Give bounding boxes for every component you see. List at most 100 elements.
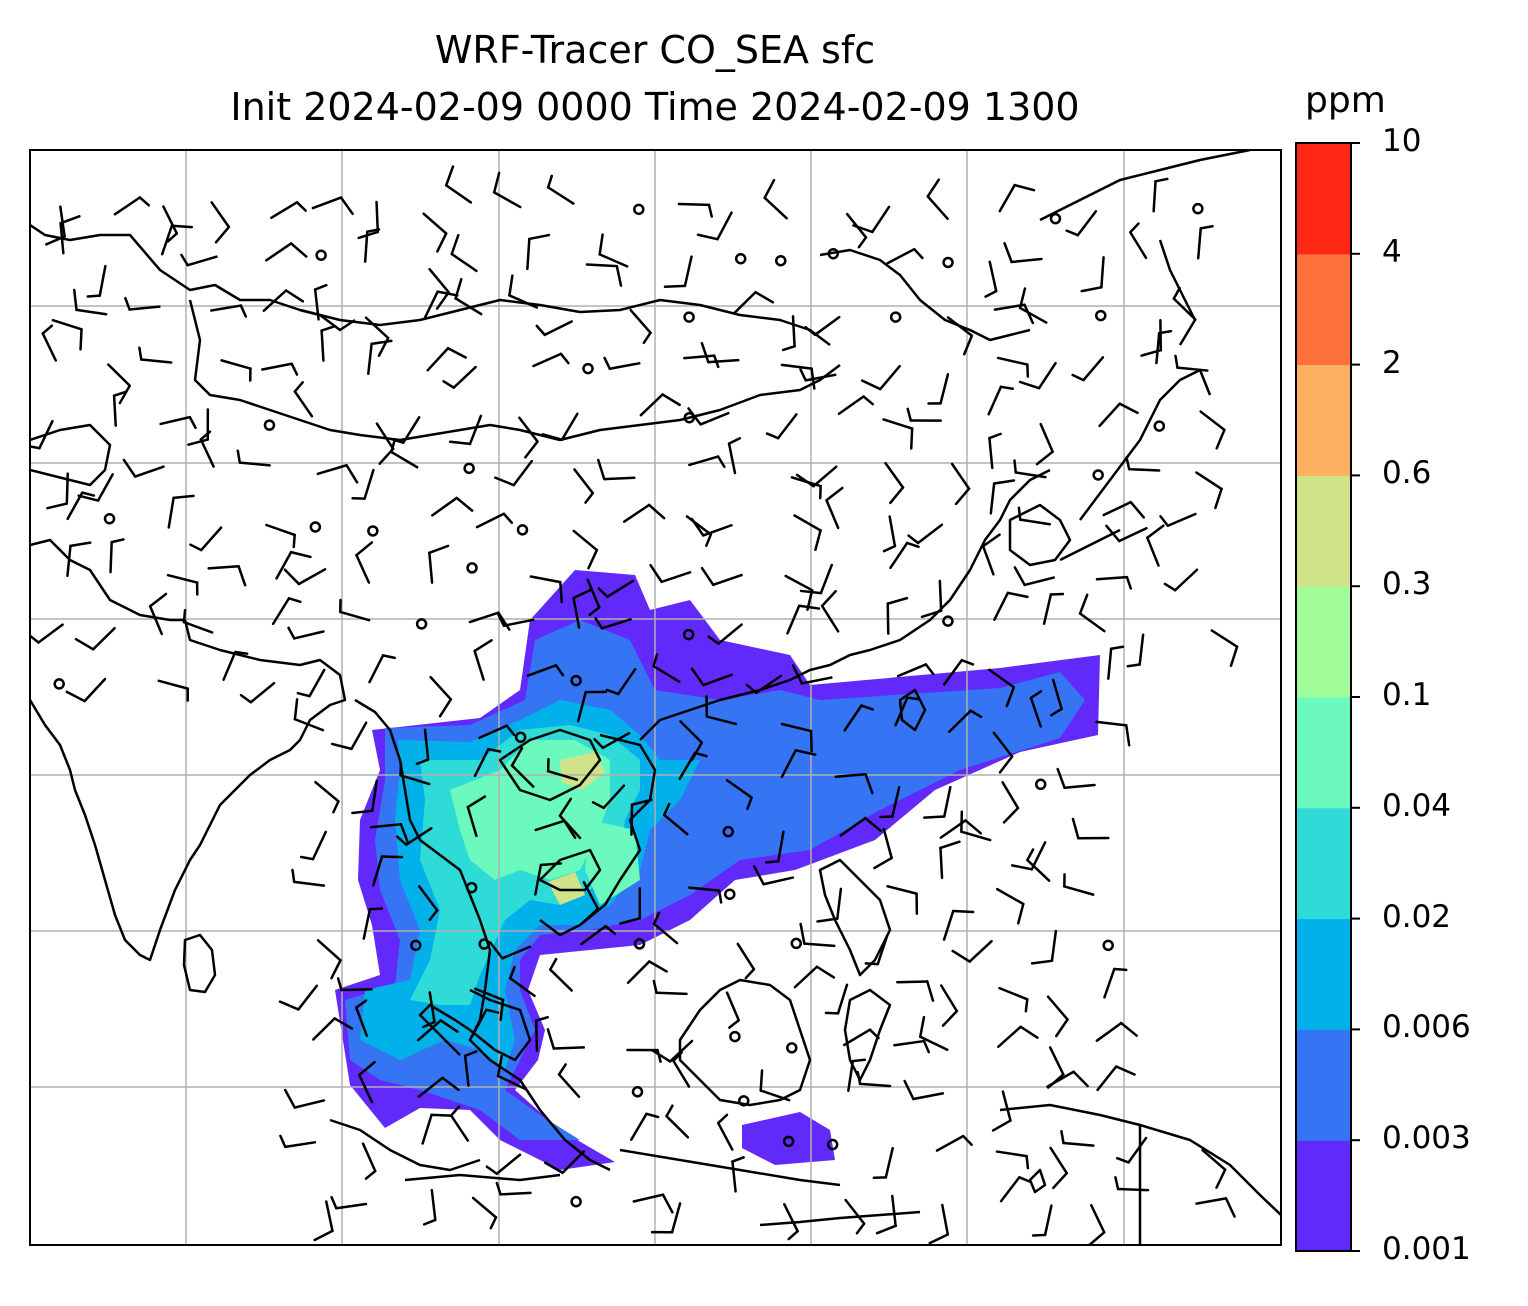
wind-barb-flag [862,395,875,406]
wind-barb-shaft [777,830,785,863]
wind-barb-shaft [1166,512,1197,527]
wind-barb-flag [716,1113,729,1125]
wind-barb-flag [30,445,41,450]
wind-barb-shaft [1199,410,1226,432]
wind-barb-shaft [1051,678,1063,711]
wind-barb-flag [1026,848,1035,862]
wind-barb-shaft [683,255,693,288]
wind-barb-flag [502,512,514,525]
wind-barb-flag [1018,287,1027,310]
wind-barb-shaft [367,342,373,375]
wind-barb-shaft [582,880,600,910]
wind-barb-shaft [107,363,131,387]
wind-barb-shaft [471,1196,498,1219]
wind-barb-flag [864,962,880,966]
calm-wind-marker [263,419,276,431]
wind-barb-shaft [585,263,619,268]
wind-barb-flag [396,835,408,846]
wind-barb-shaft [606,579,635,598]
wind-barb-shaft [492,191,522,209]
wind-barb-shaft [534,819,566,832]
wind-barb-shaft [548,968,573,992]
wind-barb-shaft [428,991,436,1024]
wind-barb-flag [559,580,563,604]
wind-barb-shaft [997,1025,1022,1049]
wind-barb-flag [399,823,410,845]
calm-wind-marker [827,247,839,260]
wind-barb-flag [1065,229,1080,237]
wind-barb-flag [781,345,796,352]
wind-barb-flag [1118,402,1139,415]
wind-barb-shaft [1116,1187,1150,1192]
wind-barb-flag [791,664,804,685]
wind-barb-shaft [762,876,795,886]
wind-barb-flag [1174,354,1179,369]
colorbar-tick-label: 0.3 [1382,566,1432,603]
wind-barb-flag [981,533,1001,548]
wind-barb-shaft [844,1198,866,1225]
wind-barb-shaft [369,823,403,829]
wind-barb-flag [815,965,836,979]
wind-barb-shaft [157,679,190,690]
wind-barb-flag [430,1113,453,1117]
coastline [843,988,892,1082]
wind-barb-flag [630,798,653,806]
wind-barb-flag [1072,1070,1089,1088]
calm-wind-marker [315,249,327,261]
coastline [418,988,532,1062]
wind-barb-flag [969,709,983,719]
wind-barb-shaft [1042,593,1053,625]
wind-barb-shaft [368,654,385,684]
wind-barb-shaft [629,308,652,335]
wind-barb-shaft [1173,568,1199,592]
wind-barb-shaft [999,1176,1021,1203]
wind-barb-shaft [942,658,963,686]
wind-barb-shaft [358,1073,374,1104]
wind-barb-flag [292,533,296,549]
wind-barb-shaft [882,418,914,430]
calm-wind-marker [724,888,736,900]
wind-barb-shaft [552,1046,586,1050]
calm-wind-marker [729,1030,741,1043]
wind-barb-shaft [1049,1146,1069,1175]
wind-barb-flag [1215,1168,1227,1189]
calm-wind-marker [1049,212,1062,225]
wind-barb-shaft [716,1121,734,1151]
wind-barb-shaft [404,827,433,846]
wind-barb-shaft [148,605,163,636]
calm-wind-marker [53,678,65,690]
wind-barb-shaft [763,196,788,220]
wind-barb-shaft [335,1202,368,1210]
wind-barb-flag [603,356,612,371]
wind-barb-shaft [939,846,944,880]
wind-barb-shaft [371,779,378,812]
wind-barb-flag [707,635,720,645]
wind-barb-shaft [731,1160,737,1193]
wind-barb-shaft [884,1146,894,1179]
wind-barb-shaft [988,668,1016,689]
wind-barb-shaft [941,1203,950,1236]
wind-barb-shaft [186,255,218,267]
wind-barb-shaft [995,1150,1028,1158]
wind-barb-shaft [466,805,478,838]
wind-barb-flag [330,742,353,751]
calm-wind-marker [410,939,422,952]
wind-barb-flag [651,1049,672,1063]
calm-wind-marker [463,462,475,475]
wind-barb-flag [960,658,975,666]
wind-barb-flag [852,224,874,234]
wind-barb-shaft [572,529,599,552]
wind-barb-shaft [449,1114,470,1142]
wind-barb-flag [436,232,448,253]
wind-barb-shaft [159,415,192,426]
wind-barb-flag [661,1193,674,1214]
wind-barb-shaft [1078,612,1106,633]
wind-barb-shaft [526,664,558,677]
wind-barb-shaft [422,212,448,235]
wind-barb-shaft [1098,402,1122,428]
wind-barb-shaft [512,459,534,487]
wind-barb-flag [366,228,381,233]
wind-barb-shaft [312,1017,336,1041]
wind-barb-flag [69,541,92,548]
wind-barb-shaft [292,630,325,640]
